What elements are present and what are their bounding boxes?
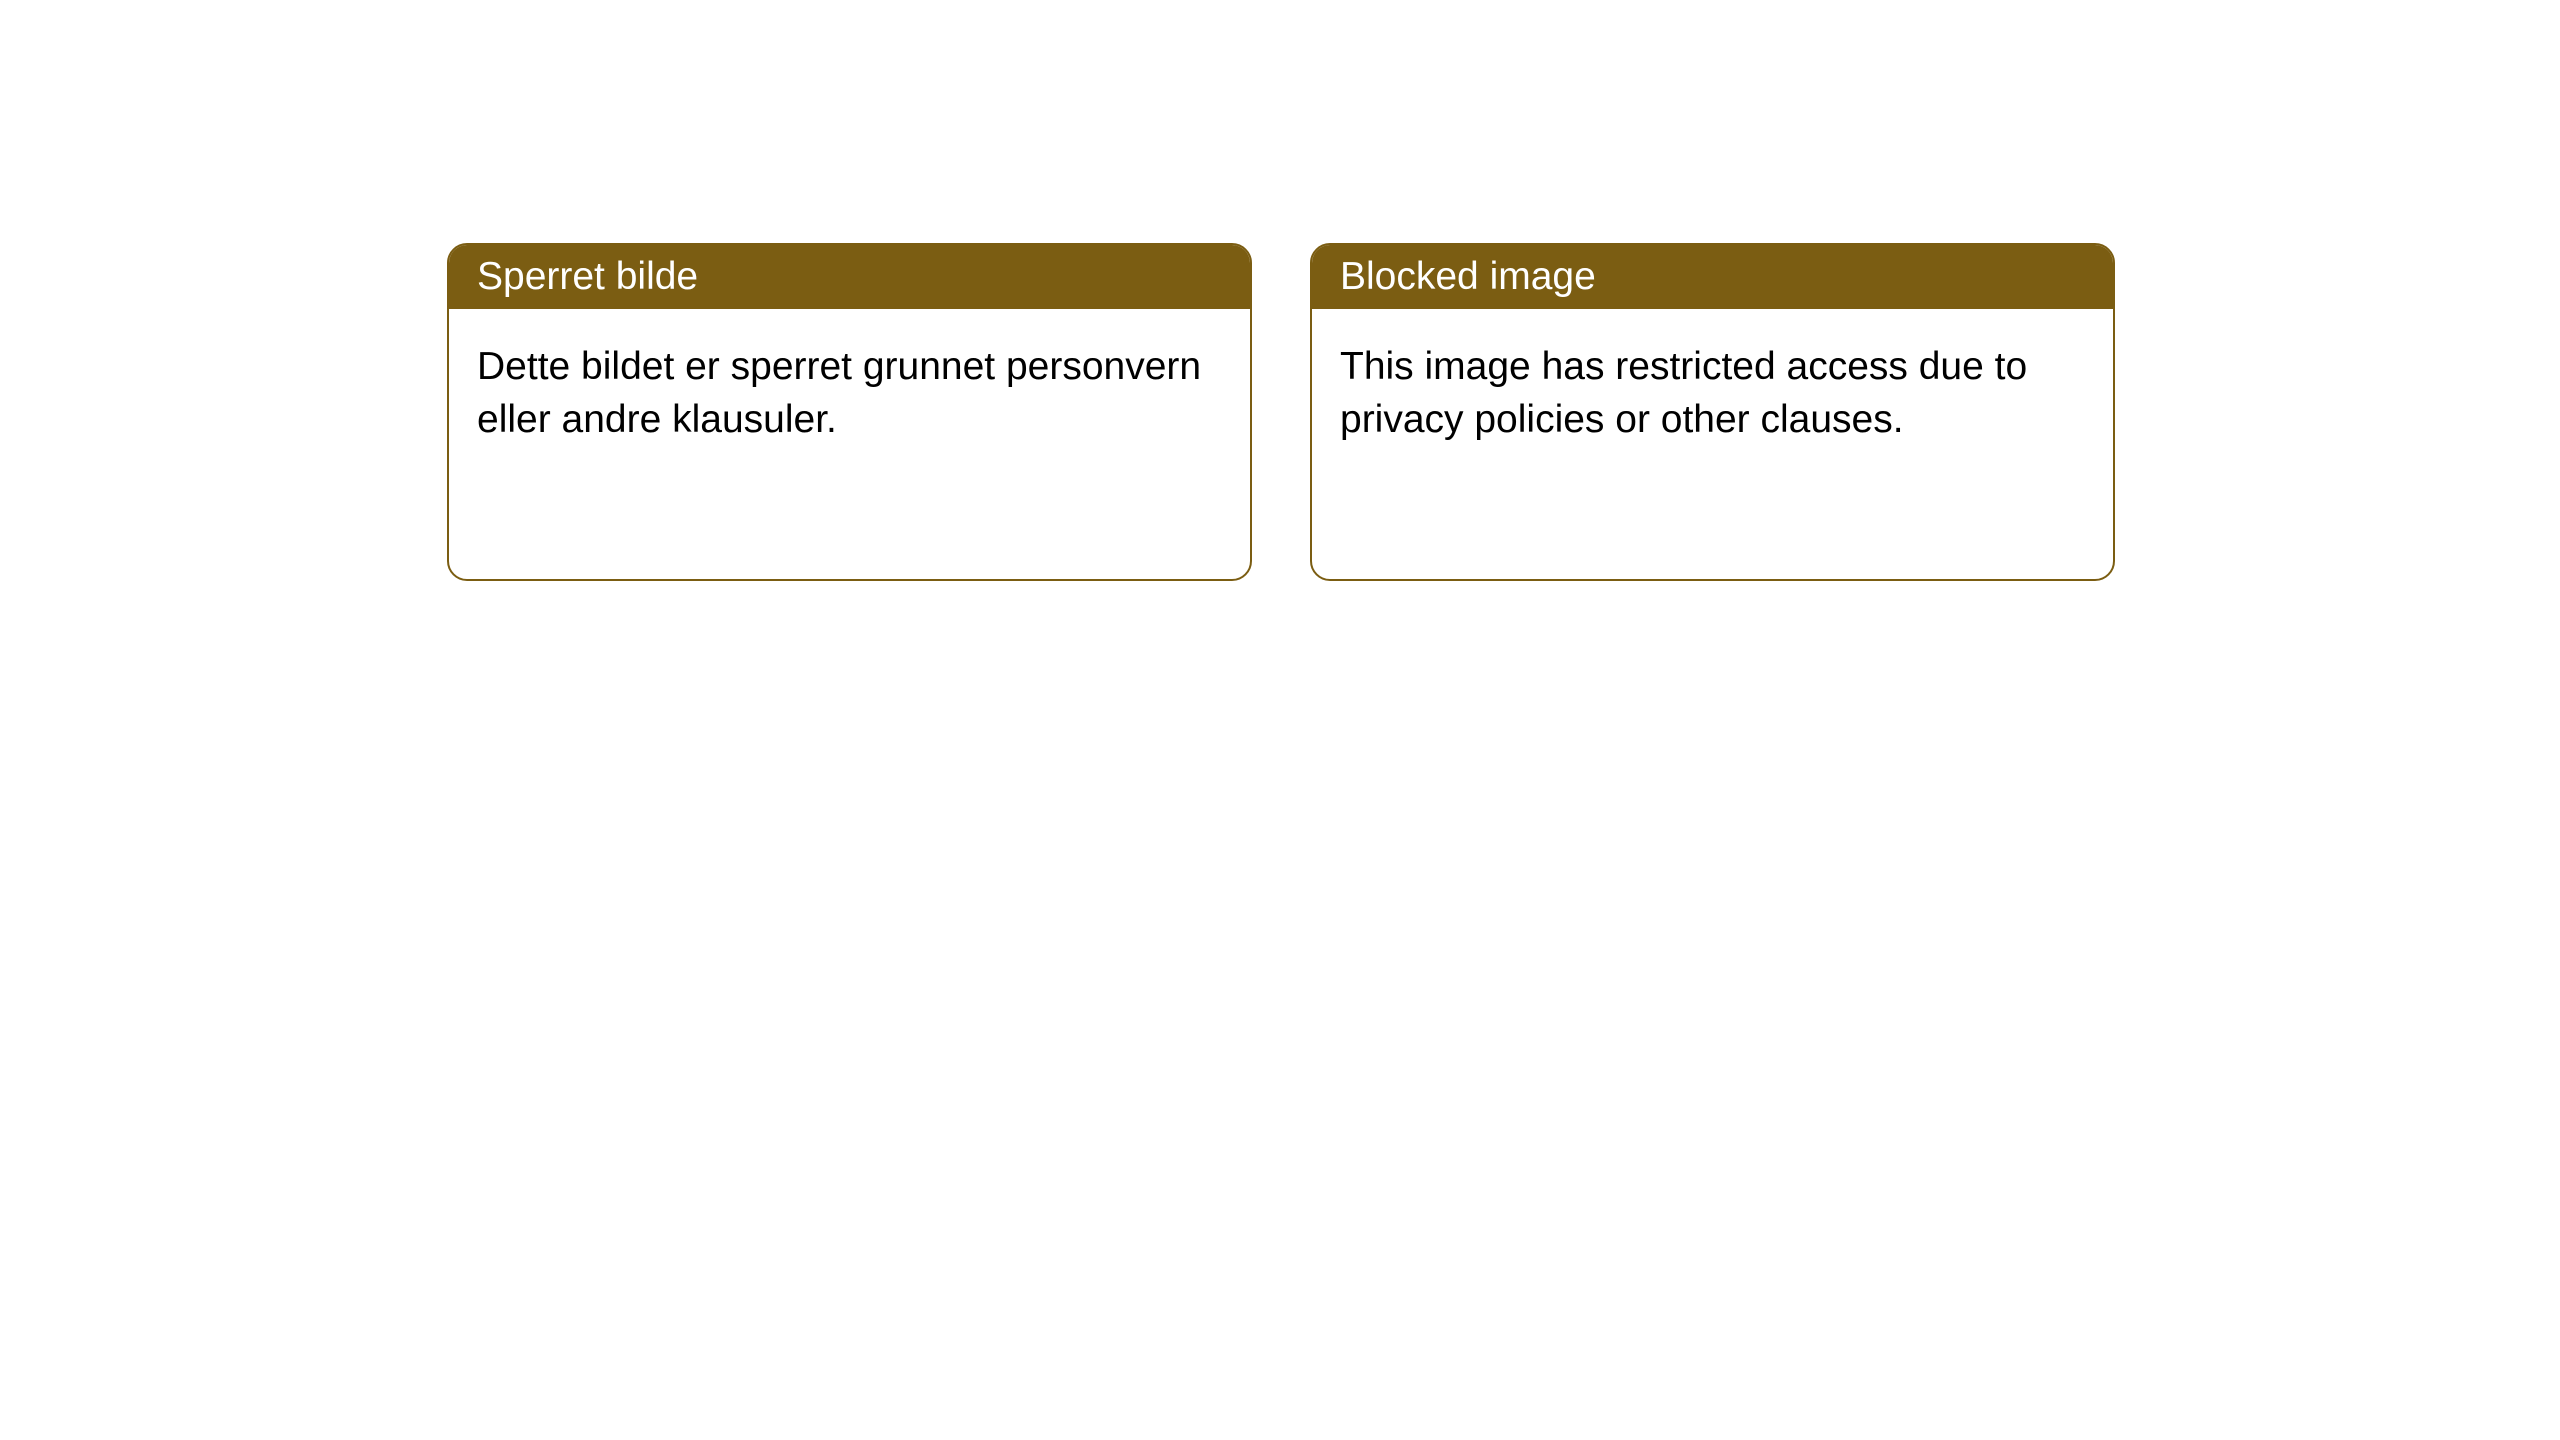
notice-card-english: Blocked image This image has restricted …: [1310, 243, 2115, 581]
notice-header-english: Blocked image: [1312, 245, 2113, 309]
notice-header-norwegian: Sperret bilde: [449, 245, 1250, 309]
notice-card-norwegian: Sperret bilde Dette bildet er sperret gr…: [447, 243, 1252, 581]
notice-body-english: This image has restricted access due to …: [1312, 309, 2113, 478]
notice-body-norwegian: Dette bildet er sperret grunnet personve…: [449, 309, 1250, 478]
notice-container: Sperret bilde Dette bildet er sperret gr…: [447, 243, 2115, 581]
